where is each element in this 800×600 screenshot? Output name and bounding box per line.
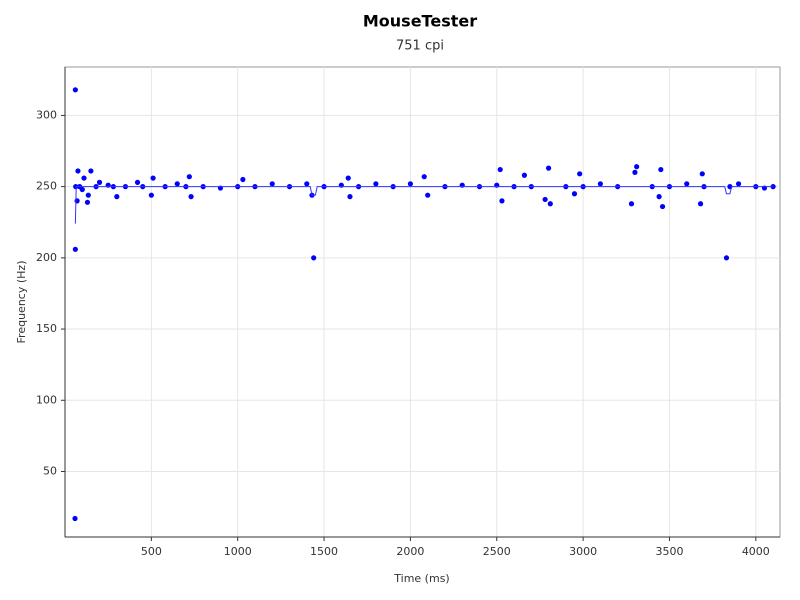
data-point bbox=[81, 175, 87, 181]
y-tick-label: 50 bbox=[43, 464, 57, 477]
data-point bbox=[658, 166, 664, 173]
x-tick-label: 3500 bbox=[655, 545, 683, 558]
y-tick-label: 100 bbox=[36, 393, 57, 406]
data-point bbox=[345, 175, 351, 181]
data-point bbox=[84, 199, 91, 205]
data-point bbox=[545, 165, 552, 171]
data-point bbox=[577, 171, 583, 177]
data-point bbox=[697, 201, 704, 207]
data-point bbox=[240, 176, 246, 183]
x-tick-label: 1000 bbox=[224, 545, 252, 558]
data-point bbox=[373, 181, 379, 187]
data-point bbox=[88, 168, 94, 174]
data-point bbox=[735, 181, 742, 187]
data-point bbox=[628, 201, 635, 207]
data-point bbox=[521, 172, 527, 178]
data-point bbox=[75, 168, 81, 174]
data-point bbox=[74, 198, 80, 204]
data-point bbox=[188, 194, 194, 200]
data-point bbox=[347, 194, 353, 200]
data-point bbox=[72, 515, 78, 522]
data-point bbox=[72, 87, 78, 93]
data-line bbox=[74, 186, 774, 224]
data-point bbox=[73, 184, 79, 190]
data-point bbox=[547, 201, 553, 207]
data-point bbox=[632, 169, 638, 175]
x-axis-label: Time (ms) bbox=[393, 572, 449, 585]
data-point bbox=[134, 179, 141, 185]
data-point bbox=[699, 171, 705, 177]
data-point bbox=[96, 179, 103, 185]
data-point bbox=[311, 255, 317, 261]
data-point bbox=[269, 181, 275, 187]
data-point bbox=[174, 181, 180, 187]
data-point bbox=[497, 166, 503, 173]
y-tick-label: 150 bbox=[36, 322, 57, 335]
data-point bbox=[425, 192, 431, 198]
data-point bbox=[72, 246, 78, 252]
x-tick-label: 1500 bbox=[310, 545, 338, 558]
x-tick-label: 2000 bbox=[396, 545, 424, 558]
data-point bbox=[304, 181, 310, 187]
data-point bbox=[542, 196, 548, 203]
data-point bbox=[79, 186, 85, 193]
data-point bbox=[597, 181, 603, 187]
data-point bbox=[114, 194, 120, 200]
data-point bbox=[150, 175, 156, 181]
data-point bbox=[148, 192, 154, 198]
x-tick-label: 500 bbox=[141, 545, 162, 558]
data-point bbox=[421, 174, 427, 180]
chart-subtitle: 751 cpi bbox=[396, 39, 444, 54]
data-point bbox=[634, 164, 640, 170]
plot-area bbox=[64, 66, 781, 538]
data-point bbox=[407, 181, 414, 187]
data-point bbox=[723, 255, 730, 261]
y-tick-label: 300 bbox=[36, 108, 57, 121]
y-axis-label: Frequency (Hz) bbox=[15, 261, 28, 344]
data-point bbox=[85, 192, 91, 198]
chart-title: MouseTester bbox=[363, 12, 477, 31]
y-tick-label: 200 bbox=[36, 251, 57, 264]
data-point bbox=[499, 198, 505, 204]
data-point bbox=[186, 174, 192, 180]
x-tick-label: 4000 bbox=[742, 545, 770, 558]
data-point bbox=[684, 181, 690, 187]
data-point bbox=[571, 191, 578, 197]
x-tick-label: 2500 bbox=[483, 545, 511, 558]
data-point bbox=[656, 194, 662, 200]
x-tick-label: 3000 bbox=[569, 545, 597, 558]
y-tick-label: 250 bbox=[36, 180, 57, 193]
data-point bbox=[659, 203, 666, 210]
